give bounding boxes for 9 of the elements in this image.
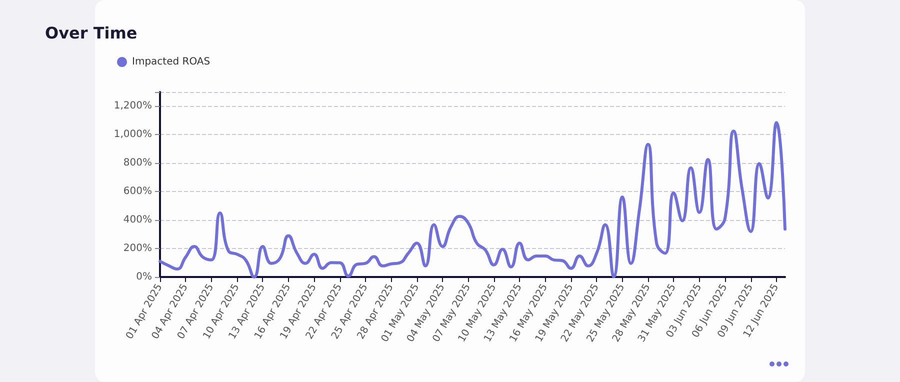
- y-tick-label: 200%: [123, 243, 152, 254]
- chart-title: Over Time: [45, 24, 138, 42]
- y-tick-label: 1,200%: [114, 100, 152, 112]
- y-tick-label: 1,000%: [114, 129, 152, 140]
- y-tick-label: 0%: [136, 272, 152, 282]
- y-tick-label: 800%: [123, 158, 152, 169]
- legend-label: Impacted ROAS: [132, 56, 210, 68]
- y-tick-label: 400%: [123, 214, 152, 226]
- y-tick-label: 600%: [123, 186, 152, 198]
